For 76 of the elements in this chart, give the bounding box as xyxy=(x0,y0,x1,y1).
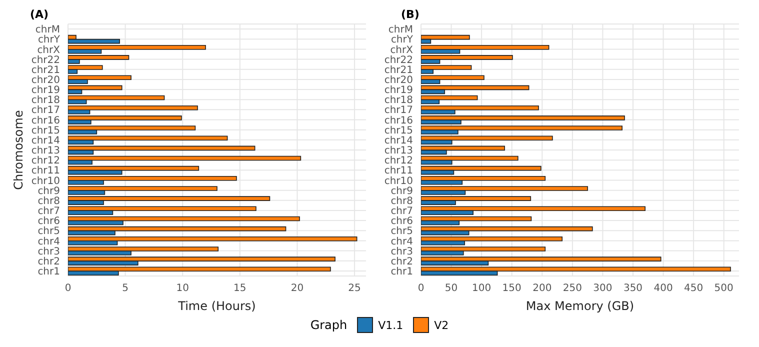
y-tick-label: chr4 xyxy=(38,236,60,248)
y-axis-title: Chromosome xyxy=(11,110,26,190)
x-tick-label: 250 xyxy=(562,283,582,294)
y-tick-label: chr4 xyxy=(390,236,413,248)
y-tick-label: chr16 xyxy=(384,115,413,126)
y-tick-label: chr16 xyxy=(31,115,60,126)
y-tick-label: chrY xyxy=(390,34,414,46)
y-tick-label: chr22 xyxy=(31,54,60,66)
legend-label: V1.1 xyxy=(378,318,404,332)
y-tick-label: chr5 xyxy=(38,226,60,238)
x-tick-label: 150 xyxy=(502,283,522,294)
y-tick-label: chr9 xyxy=(390,186,413,197)
y-tick-label: chr6 xyxy=(38,216,60,228)
x-tick-label: 100 xyxy=(472,283,492,294)
y-tick-label: chr18 xyxy=(384,95,413,106)
y-tick-label: chr12 xyxy=(384,156,413,167)
y-tick-label: chr13 xyxy=(384,146,413,157)
legend-label: V2 xyxy=(434,318,449,332)
x-tick-label: 200 xyxy=(532,283,552,294)
y-tick-label: chr1 xyxy=(38,266,60,278)
y-tick-label: chr12 xyxy=(31,156,60,167)
chart-title: (A) xyxy=(29,8,50,22)
x-axis-title: Max Memory (GB) xyxy=(526,299,634,313)
y-tick-label: chr20 xyxy=(384,74,413,86)
x-tick-label: 400 xyxy=(654,283,673,294)
y-tick-label: chr11 xyxy=(384,166,413,177)
y-tick-label: chr17 xyxy=(31,105,60,116)
y-tick-label: chr8 xyxy=(390,196,413,207)
bar xyxy=(421,34,470,40)
y-tick-label: chr5 xyxy=(390,226,413,238)
y-tick-label: chr21 xyxy=(384,64,413,76)
y-tick-label: chr21 xyxy=(31,64,60,76)
chart-title: (B) xyxy=(400,8,420,22)
y-tick-label: chrM xyxy=(35,24,60,36)
y-tick-label: chr19 xyxy=(384,85,413,96)
y-tick-label: chr10 xyxy=(31,176,60,187)
x-axis-title: Time (Hours) xyxy=(177,299,256,313)
y-tick-label: chr1 xyxy=(390,266,413,278)
y-tick-label: chr19 xyxy=(31,85,60,96)
x-tick-label: 5 xyxy=(122,283,128,294)
y-tick-label: chr2 xyxy=(390,256,413,268)
y-tick-label: chr8 xyxy=(38,196,60,207)
x-tick-label: 500 xyxy=(714,283,734,294)
x-tick-label: 10 xyxy=(176,283,189,294)
y-tick-label: chrY xyxy=(38,34,61,46)
y-tick-label: chr14 xyxy=(384,135,413,146)
y-tick-label: chrX xyxy=(37,44,60,56)
x-tick-label: 15 xyxy=(234,283,246,294)
y-tick-label: chr11 xyxy=(31,166,60,177)
y-tick-label: chr18 xyxy=(31,95,60,106)
y-tick-label: chrM xyxy=(388,24,413,36)
y-tick-label: chr7 xyxy=(390,206,413,218)
y-tick-label: chr15 xyxy=(384,125,413,136)
y-tick-label: chr20 xyxy=(31,74,60,86)
y-tick-label: chr2 xyxy=(38,256,60,268)
x-tick-label: 300 xyxy=(593,283,612,294)
y-tick-label: chr9 xyxy=(38,186,60,197)
x-tick-label: 0 xyxy=(64,283,72,294)
y-tick-label: chr10 xyxy=(384,176,413,187)
y-tick-label: chr15 xyxy=(31,125,60,136)
x-tick-label: 50 xyxy=(444,283,458,294)
y-tick-label: chr14 xyxy=(31,135,60,146)
legend-title: Graph xyxy=(310,318,348,332)
x-tick-label: 0 xyxy=(418,283,424,294)
y-tick-label: chr22 xyxy=(384,54,413,66)
x-tick-label: 350 xyxy=(623,283,643,294)
y-tick-label: chr6 xyxy=(390,216,413,228)
y-tick-label: chr7 xyxy=(38,206,60,218)
y-tick-label: chr17 xyxy=(384,105,413,116)
x-tick-label: 20 xyxy=(290,283,304,294)
y-tick-label: chr3 xyxy=(38,246,60,258)
x-tick-label: 450 xyxy=(684,283,704,294)
y-tick-label: chr13 xyxy=(31,146,60,157)
y-tick-label: chrX xyxy=(390,44,414,56)
x-tick-label: 25 xyxy=(348,283,361,294)
y-tick-label: chr3 xyxy=(390,246,413,258)
